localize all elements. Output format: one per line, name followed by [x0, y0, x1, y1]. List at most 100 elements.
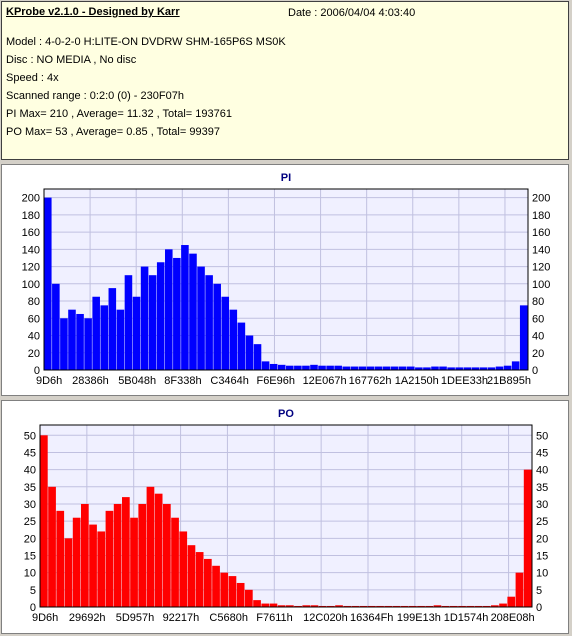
- po-y-tick-right: 0: [536, 602, 542, 614]
- pi-x-tick: 9D6h: [36, 375, 62, 387]
- pi-y-tick-left: 100: [22, 279, 40, 291]
- po-bar: [228, 576, 237, 607]
- pi-x-tick: F6E96h: [256, 375, 295, 387]
- pi-bar: [213, 283, 221, 370]
- po-bar: [368, 605, 376, 607]
- po-bar: [187, 545, 196, 607]
- pi-bar: [237, 322, 246, 370]
- pi-x-tick: 21B895h: [487, 375, 531, 387]
- po-y-tick-right: 50: [536, 430, 548, 442]
- po-bar: [425, 605, 434, 607]
- po-bar: [212, 565, 220, 607]
- pi-y-tick-right: 60: [532, 313, 544, 325]
- pi-summary-line: PI Max= 210 , Average= 11.32 , Total= 19…: [6, 108, 232, 120]
- pi-x-tick: C3464h: [210, 375, 249, 387]
- pi-y-tick-left: 140: [22, 244, 40, 256]
- po-x-tick: 92217h: [163, 612, 200, 624]
- po-y-tick-right: 20: [536, 533, 548, 545]
- po-bar: [105, 510, 114, 607]
- po-bar: [253, 600, 261, 607]
- po-bar: [327, 605, 335, 607]
- pi-x-tick: 1DEE33h: [441, 375, 488, 387]
- po-summary-line: PO Max= 53 , Average= 0.85 , Total= 9939…: [6, 126, 220, 138]
- po-bar: [450, 605, 458, 607]
- pi-plot-frame: [43, 188, 529, 371]
- pi-bar: [286, 365, 294, 370]
- po-bar: [163, 503, 171, 607]
- pi-x-tick: 5B048h: [118, 375, 156, 387]
- pi-bar: [181, 245, 189, 370]
- po-y-tick-left: 20: [24, 533, 36, 545]
- po-bar: [482, 605, 491, 607]
- pi-bar: [374, 366, 383, 370]
- po-bar: [72, 517, 81, 607]
- scan-date: Date : 2006/04/04 4:03:40: [288, 7, 416, 19]
- po-bar: [441, 605, 450, 607]
- pi-bar: [261, 361, 270, 370]
- pi-bar: [76, 313, 84, 370]
- po-bar: [351, 605, 360, 607]
- pi-y-tick-left: 120: [22, 262, 40, 274]
- pi-bar: [503, 365, 512, 370]
- pi-bar: [197, 266, 205, 370]
- pi-bar: [68, 309, 76, 370]
- po-bar: [409, 605, 417, 607]
- po-bar: [523, 469, 532, 607]
- pi-x-tick: 12E067h: [303, 375, 347, 387]
- pi-y-tick-right: 140: [532, 244, 550, 256]
- pi-x-tick: 167762h: [349, 375, 392, 387]
- po-bar: [302, 605, 311, 607]
- po-bar: [154, 493, 163, 607]
- pi-bar: [44, 197, 52, 370]
- pi-y-tick-right: 100: [532, 279, 550, 291]
- po-bar: [499, 603, 507, 607]
- pi-bar: [447, 367, 455, 370]
- po-y-tick-left: 25: [24, 516, 36, 528]
- pi-y-tick-right: 80: [532, 296, 544, 308]
- po-y-tick-right: 10: [536, 568, 548, 580]
- pi-bar: [407, 366, 415, 370]
- pi-bar: [173, 257, 181, 370]
- pi-bar: [84, 318, 92, 370]
- po-y-tick-left: 5: [30, 585, 36, 597]
- pi-bar: [487, 367, 496, 370]
- po-y-tick-right: 15: [536, 550, 548, 562]
- pi-bar: [116, 309, 125, 370]
- po-x-tick: 5D957h: [116, 612, 155, 624]
- po-bar: [236, 582, 245, 607]
- po-bar: [122, 497, 130, 607]
- pi-bar: [511, 361, 520, 370]
- speed-line: Speed : 4x: [6, 72, 59, 84]
- pi-chart-panel: PI 0 0 20 20 40 40 60 60 80 80 100 100 120 120 140 140 16…: [1, 164, 569, 396]
- pi-bar: [100, 305, 109, 370]
- pi-y-tick-right: 40: [532, 331, 544, 343]
- po-bar: [64, 538, 73, 607]
- po-x-tick: 199E13h: [397, 612, 441, 624]
- po-bar: [417, 605, 425, 607]
- po-bar: [113, 503, 122, 607]
- pi-bar: [423, 367, 431, 370]
- po-bar: [294, 605, 302, 607]
- pi-y-tick-left: 180: [22, 210, 40, 222]
- pi-bar: [124, 275, 133, 370]
- po-y-tick-left: 45: [24, 447, 36, 459]
- pi-x-tick: 1A2150h: [395, 375, 439, 387]
- pi-bar: [189, 253, 197, 370]
- pi-y-tick-right: 0: [532, 365, 538, 377]
- pi-bar: [431, 366, 439, 370]
- po-bar: [204, 558, 212, 607]
- po-bar: [474, 605, 483, 607]
- po-bar: [491, 605, 499, 607]
- pi-bar: [60, 318, 68, 370]
- po-y-tick-right: 30: [536, 499, 548, 511]
- po-x-tick: 9D6h: [32, 612, 58, 624]
- po-y-tick-right: 5: [536, 585, 542, 597]
- po-y-tick-right: 40: [536, 465, 548, 477]
- po-chart: PO 0 0 5 5 10 10 15 15 20 20 25 25 30 30 35 35 40 40 45 45 50…: [24, 408, 549, 624]
- pi-y-tick-left: 60: [28, 313, 40, 325]
- po-bar: [335, 605, 343, 607]
- po-bar: [433, 605, 442, 607]
- pi-y-tick-left: 80: [28, 296, 40, 308]
- po-bar: [269, 603, 278, 607]
- po-bar: [277, 605, 286, 607]
